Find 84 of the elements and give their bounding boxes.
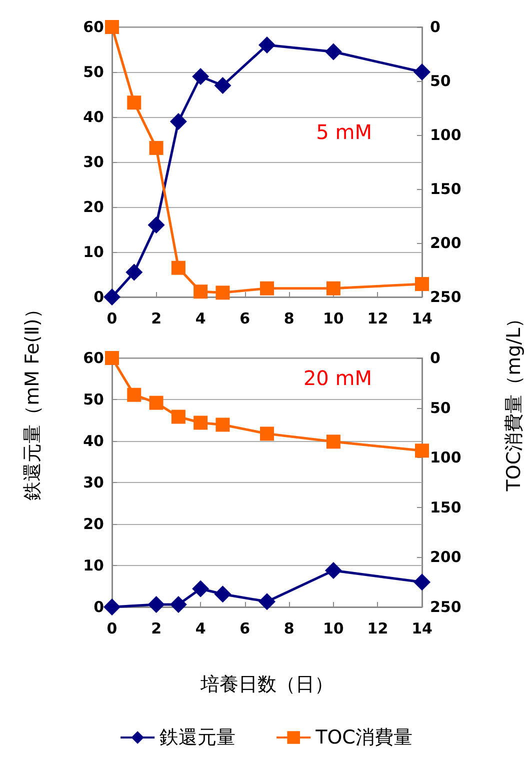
point — [216, 418, 230, 432]
x-tick-label: 14 — [412, 310, 432, 328]
point — [326, 281, 340, 296]
x-tick-label: 6 — [240, 620, 250, 638]
x-tick-label: 10 — [322, 310, 344, 328]
y-tick-label: 10 — [83, 243, 104, 261]
point — [260, 426, 274, 441]
x-tick-label: 0 — [106, 620, 118, 638]
x-tick-label: 14 — [412, 620, 432, 638]
y-tick-label: 10 — [83, 556, 104, 574]
y2-tick-label: 0 — [430, 18, 440, 36]
y-tick-label: 0 — [94, 288, 104, 306]
y-tick-label: 20 — [83, 198, 104, 216]
point — [194, 284, 208, 299]
x-tick-label: 10 — [322, 620, 344, 638]
x-tick-label: 8 — [284, 310, 294, 328]
x-tick-label: 4 — [195, 620, 206, 638]
y-tick-label: 40 — [83, 108, 104, 126]
x-tick-label: 8 — [284, 620, 294, 638]
y-tick-label: 30 — [83, 474, 104, 492]
legend-label: 鉄還元量 — [160, 726, 236, 748]
point — [192, 580, 210, 598]
point — [258, 593, 276, 610]
x-axis-title: 培養日数（日） — [200, 674, 334, 696]
y2-tick-label: 150 — [430, 498, 462, 516]
y2-tick-label: 0 — [430, 349, 440, 367]
y2-tick-label: 50 — [430, 398, 451, 417]
point — [104, 288, 120, 306]
y2-tick-label: 150 — [430, 180, 462, 198]
y2-axis-title: TOC消費量（mg/L） — [502, 308, 526, 492]
point — [324, 43, 342, 60]
point — [415, 444, 429, 458]
x-tick-label: 2 — [151, 620, 162, 638]
x-tick-label: 6 — [240, 310, 250, 328]
point — [148, 216, 165, 234]
point — [260, 281, 274, 296]
point — [194, 416, 208, 430]
y2-tick-label: 50 — [430, 72, 451, 90]
point — [149, 396, 164, 410]
point — [414, 64, 430, 80]
y-tick-label: 50 — [83, 63, 104, 81]
point — [170, 596, 187, 614]
point — [326, 434, 340, 449]
point — [105, 20, 119, 34]
y2-tick-label: 200 — [430, 548, 462, 566]
y-tick-label: 60 — [83, 349, 104, 367]
point — [105, 351, 119, 365]
y-tick-label: 0 — [94, 598, 104, 616]
x-tick-label: 4 — [195, 310, 206, 328]
y-tick-label: 30 — [83, 153, 104, 171]
point — [258, 36, 276, 54]
y-tick-label: 40 — [83, 432, 104, 450]
point — [149, 140, 164, 155]
y2-tick-label: 250 — [430, 598, 462, 616]
point — [324, 562, 342, 579]
x-tick-label: 12 — [367, 310, 388, 328]
point — [192, 68, 210, 85]
y-tick-label: 20 — [83, 515, 104, 533]
annotation: 20 mM — [303, 366, 372, 390]
x-tick-label: 0 — [106, 310, 118, 328]
y-tick-label: 50 — [83, 390, 104, 408]
point — [171, 410, 186, 424]
point — [171, 260, 186, 275]
y2-tick-label: 250 — [430, 288, 462, 306]
point — [214, 77, 232, 94]
point — [170, 113, 187, 130]
y2-tick-label: 200 — [430, 234, 462, 252]
point — [127, 96, 142, 110]
x-tick-label: 2 — [151, 310, 162, 328]
x-tick-label: 12 — [367, 620, 388, 638]
point — [216, 286, 230, 300]
y2-tick-label: 100 — [430, 126, 462, 144]
y-tick-label: 60 — [83, 18, 104, 36]
point — [127, 388, 142, 402]
annotation: 5 mM — [316, 120, 372, 144]
point — [126, 264, 143, 281]
point — [148, 596, 165, 614]
point — [414, 574, 430, 591]
legend-label: TOC消費量 — [314, 726, 412, 748]
point — [214, 586, 232, 603]
y-axis-title: 鉄還元量（mM Fe(Ⅱ)） — [20, 300, 44, 500]
point — [104, 598, 120, 616]
y2-tick-label: 100 — [430, 448, 462, 467]
point — [415, 277, 429, 292]
